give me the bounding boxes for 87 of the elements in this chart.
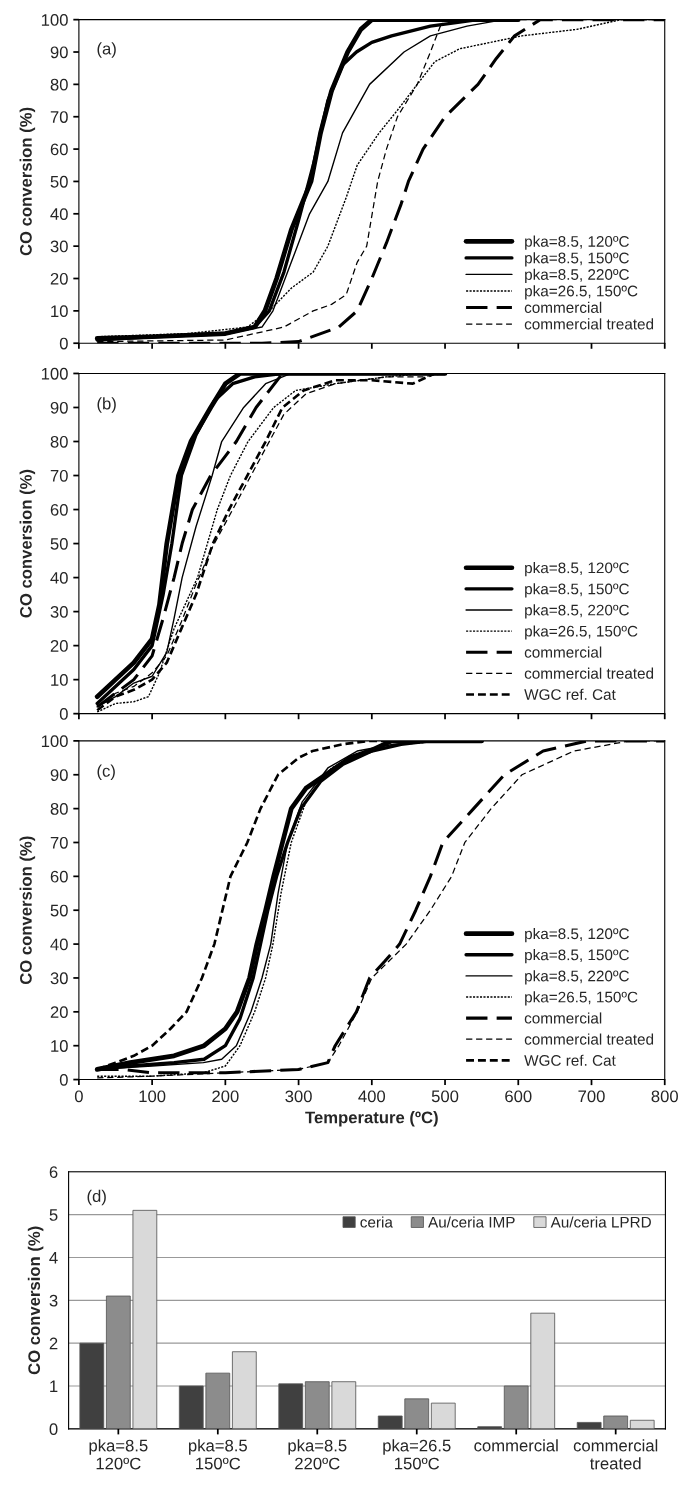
legend-label: pka=8.5, 220ºC [525,604,629,619]
y-tick-label: 90 [50,769,68,781]
x-tick-label: 100 [139,1090,166,1103]
y-tick-label: 0 [59,708,68,720]
y-tick-label: 70 [50,111,68,123]
legend-label: pka=8.5, 120ºC [525,562,629,577]
y-tick-label: 30 [50,240,68,253]
y-tick-label: 70 [50,836,68,849]
annotation: (c) [97,764,115,781]
y-tick-label: 90 [50,46,68,59]
y-tick-label: 0 [59,1073,68,1086]
y-tick-label: 100 [41,367,68,380]
legend-label: pka=8.5, 220ºC [525,970,629,985]
y-tick-label: 40 [50,208,68,220]
x-tick-label: 800 [651,1090,678,1103]
y-tick-label: 2 [49,1337,58,1350]
y-tick-label: 70 [50,469,68,482]
y-tick-label: 4 [49,1252,58,1264]
y-tick-label: 10 [51,305,68,318]
y-tick-label: 20 [50,272,68,285]
legend-label: pka=26.5, 150ºC [525,991,638,1006]
legend-label: pka=8.5, 150ºC [525,583,629,598]
x-tick-label: commercial treated [573,1439,658,1470]
legend-label: pka=8.5, 120ºC [525,235,629,250]
legend-label: commercial treated [524,667,654,679]
x-tick-label: 700 [578,1090,605,1103]
legend-label: commercial [524,1012,602,1024]
x-tick-label: 600 [505,1090,532,1103]
y-tick-label: 40 [50,938,68,951]
y-tick-label: 10 [51,1040,68,1052]
legend-label: commercial treated [524,318,654,330]
legend-label: Au/ceria IMP [428,1216,515,1228]
y-tick-label: 80 [50,803,68,815]
y-axis-title: CO conversion (%) [19,836,36,985]
legend-label: ceria [360,1216,393,1228]
y-tick-label: 3 [49,1294,58,1307]
legend-label: pka=8.5, 220ºC [525,268,629,283]
y-tick-label: 80 [50,435,68,448]
legend-label: commercial [524,646,602,658]
x-axis-title: Temperature (ºC) [305,1111,438,1127]
x-tick-label: pka=8.5 150ºC [189,1439,247,1470]
y-tick-label: 90 [50,401,68,414]
legend-label: commercial [524,301,602,313]
y-tick-label: 10 [51,674,68,686]
y-tick-label: 5 [49,1209,58,1221]
y-tick-label: 100 [41,14,68,26]
x-tick-label: pka=8.5 220ºC [288,1439,347,1470]
y-tick-label: 6 [49,1166,58,1178]
y-tick-label: 40 [50,571,68,584]
y-tick-label: 1 [50,1380,58,1393]
y-axis-title: CO conversion (%) [19,469,36,618]
legend-label: pka=8.5, 150ºC [525,949,629,964]
legend-label: Au/ceria LPRD [550,1216,651,1228]
x-tick-label: pka=26.5 150ºC [383,1439,451,1470]
legend-label: pka=26.5, 150ºC [525,285,638,300]
y-tick-label: 60 [50,503,68,516]
legend-label: pka=8.5, 120ºC [525,927,629,943]
y-axis-title: CO conversion (%) [19,107,36,256]
y-tick-label: 50 [50,904,68,917]
y-tick-label: 20 [50,640,68,652]
x-tick-label: commercial [474,1439,558,1452]
y-tick-label: 20 [50,1006,68,1019]
y-tick-label: 60 [50,870,68,883]
y-tick-label: 80 [50,78,68,91]
y-tick-label: 0 [59,337,68,350]
x-tick-label: 500 [431,1090,459,1103]
y-axis-title: CO conversion (%) [27,1226,44,1375]
legend-label: WGC ref. Cat [524,1054,616,1066]
y-tick-label: 50 [50,175,68,188]
x-tick-label: 0 [74,1090,83,1103]
legend-label: WGC ref. Cat [524,688,616,700]
x-tick-label: 200 [212,1090,239,1103]
y-tick-label: 0 [49,1423,58,1436]
x-tick-label: 400 [358,1090,386,1103]
x-tick-label: 300 [285,1090,312,1103]
legend-label: pka=8.5, 150ºC [525,252,629,267]
x-tick-label: pka=8.5 120ºC [89,1439,148,1470]
legend-label: commercial treated [524,1033,654,1045]
y-tick-label: 50 [50,537,68,550]
y-tick-label: 60 [50,143,68,156]
y-tick-label: 100 [41,735,68,748]
annotation: (d) [87,1189,106,1206]
y-tick-label: 30 [50,972,68,985]
annotation: (b) [97,397,116,413]
annotation: (a) [97,42,116,58]
y-tick-label: 30 [50,606,68,618]
legend-label: pka=26.5, 150ºC [525,625,638,640]
